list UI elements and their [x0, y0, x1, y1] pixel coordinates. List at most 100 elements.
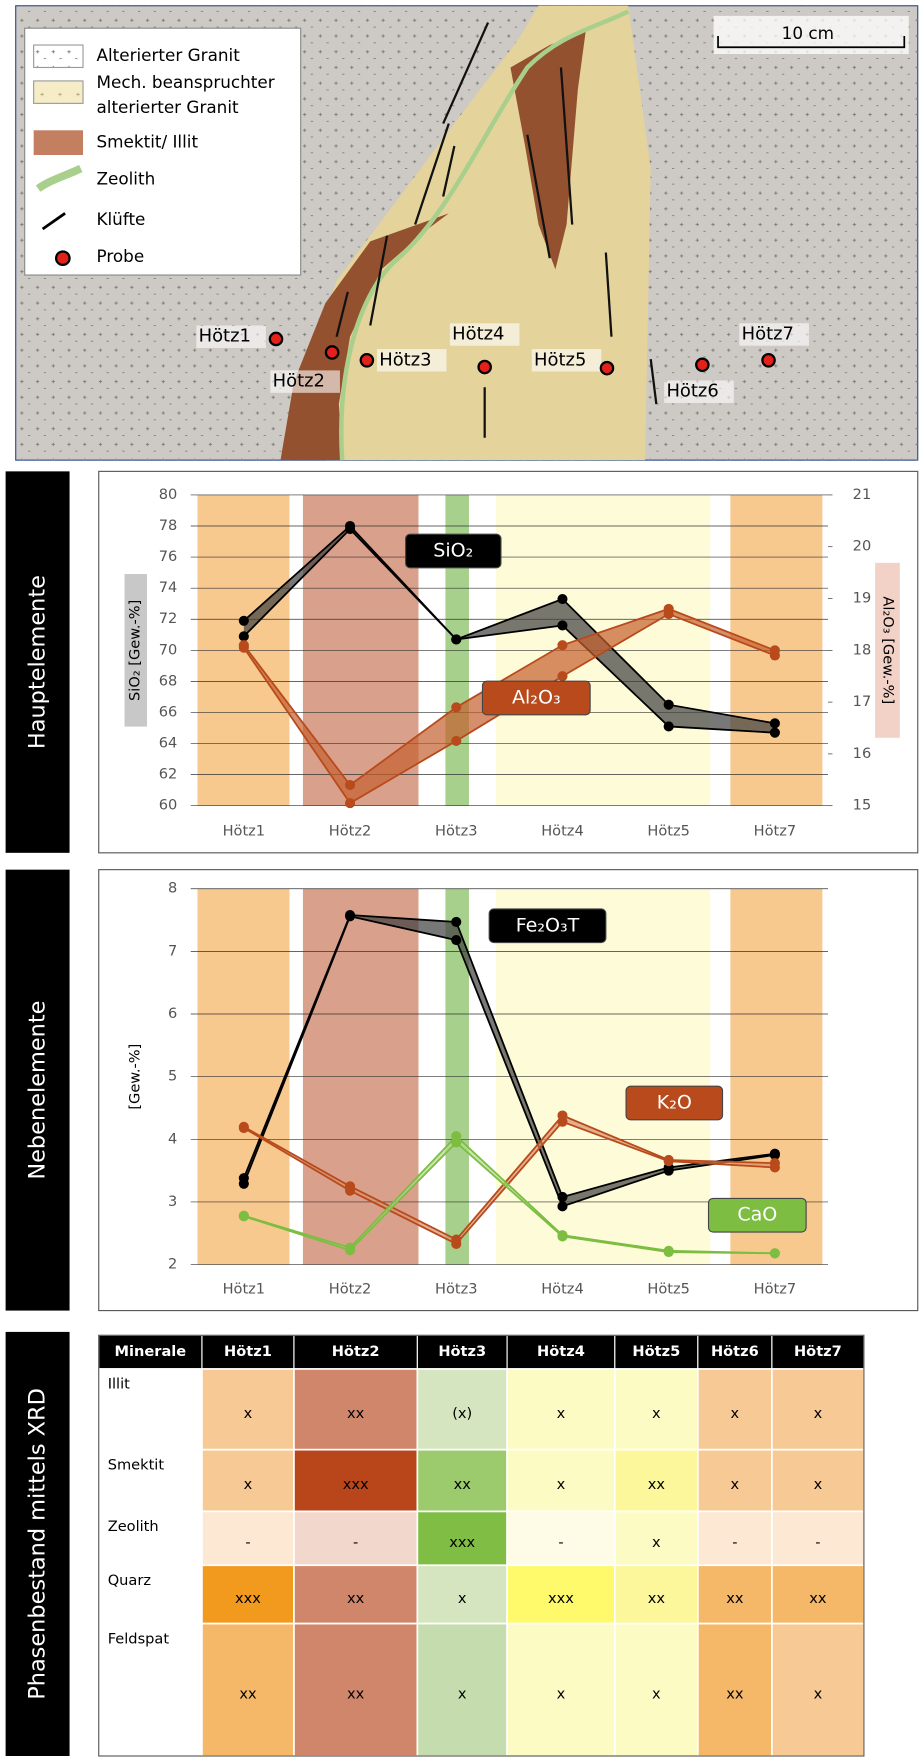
data-point — [769, 718, 780, 729]
y2-tick-label: 18 — [853, 641, 872, 658]
table-cell — [416, 1622, 508, 1757]
table-cell — [97, 1622, 203, 1757]
y-tick-label: 72 — [159, 610, 178, 627]
y2-label: Al₂O₃ [Gew.-%] — [879, 596, 896, 704]
sample-label: Hötz3 — [379, 349, 431, 370]
data-point — [238, 1211, 249, 1222]
y-tick-label: 76 — [159, 548, 178, 565]
table-value: xx — [347, 1590, 365, 1607]
series-label: K₂O — [657, 1092, 692, 1114]
scale-label: 10 cm — [782, 23, 834, 43]
x-tick-label: Hötz2 — [329, 823, 372, 840]
y-tick-label: 64 — [159, 735, 178, 752]
table-header: Hötz3 — [438, 1343, 486, 1360]
table-cell — [416, 1564, 508, 1625]
side-label: Hauptelemente — [25, 575, 51, 749]
sample-point — [599, 360, 615, 376]
y-tick-label: 8 — [168, 880, 177, 897]
table-value: - — [245, 1534, 250, 1551]
series-label-box — [405, 533, 502, 569]
table-header-cell — [293, 1334, 418, 1370]
scale-bar — [717, 36, 906, 49]
data-point — [663, 609, 674, 620]
table-value: xx — [809, 1590, 827, 1607]
legend-swatch — [33, 80, 84, 104]
table-header-cell — [416, 1334, 508, 1370]
y-tick-label: 74 — [159, 579, 178, 596]
y2-tick-label: 15 — [853, 797, 872, 814]
table-value: x — [244, 1476, 253, 1493]
sample-point — [695, 357, 710, 373]
table-value: x — [244, 1405, 253, 1422]
series-line — [243, 1114, 775, 1241]
side-label: Nebenelemente — [25, 1001, 51, 1180]
y2-tick-label: 16 — [853, 745, 872, 762]
y-tick-label: 80 — [159, 486, 178, 503]
table-value: xx — [347, 1405, 365, 1422]
table-cell — [416, 1368, 508, 1451]
table-cell — [293, 1564, 419, 1625]
series-line — [243, 1120, 775, 1246]
sample-label-bg — [449, 323, 520, 346]
table-header: Hötz6 — [711, 1343, 759, 1360]
table-value: xx — [347, 1685, 365, 1702]
y-label: [Gew.-%] — [127, 1044, 144, 1110]
table-value: - — [353, 1534, 358, 1551]
data-point — [557, 640, 568, 651]
y-tick-label: 5 — [168, 1068, 177, 1085]
table-value: xx — [239, 1685, 257, 1702]
data-point — [451, 935, 462, 946]
y-label: SiO₂ [Gew.-%] — [127, 600, 144, 701]
table-cell — [201, 1564, 295, 1625]
data-point — [557, 1116, 568, 1127]
legend-label: Klüfte — [96, 209, 145, 229]
y-tick-label: 60 — [159, 797, 178, 814]
table-cell — [613, 1448, 699, 1513]
series-line — [243, 1134, 775, 1255]
y-tick-label: 68 — [159, 672, 178, 689]
sample-label: Hötz7 — [742, 323, 794, 344]
sample-label: Hötz1 — [199, 326, 251, 347]
series-band — [243, 1115, 775, 1244]
data-point — [663, 699, 674, 710]
y-tick-label: 6 — [168, 1005, 177, 1022]
x-tick-label: Hötz2 — [329, 1280, 372, 1297]
table-header-cell — [98, 1334, 203, 1370]
row-label: Smektit — [108, 1456, 165, 1473]
side-label-bg — [5, 869, 70, 1311]
data-point — [557, 671, 568, 682]
table-value: xx — [648, 1476, 666, 1493]
data-point — [663, 1156, 674, 1167]
sample-label-bg — [196, 325, 266, 348]
data-point — [345, 1245, 356, 1256]
table-value: (x) — [452, 1405, 472, 1422]
y-tick-label: 4 — [168, 1130, 177, 1147]
series-line — [243, 915, 776, 1208]
table-header: Hötz4 — [537, 1343, 585, 1360]
data-point — [769, 1248, 780, 1259]
data-point — [769, 1162, 780, 1173]
x-tick-label: Hötz5 — [647, 1280, 690, 1297]
table-header: Hötz7 — [794, 1343, 842, 1360]
x-tick-label: Hötz7 — [754, 823, 797, 840]
table-header-cell — [506, 1334, 616, 1370]
y2-tick-label: 20 — [853, 538, 872, 555]
table-value: xxx — [548, 1590, 574, 1607]
x-tick-label: Hötz1 — [223, 823, 266, 840]
data-point — [345, 911, 356, 922]
series-label-box — [481, 680, 591, 716]
sample-point — [359, 353, 375, 368]
x-tick-label: Hötz3 — [435, 823, 478, 840]
y-tick-label: 78 — [159, 517, 178, 534]
data-point — [557, 593, 568, 605]
data-point — [345, 1185, 356, 1196]
legend-label: Mech. beanspruchter — [96, 72, 274, 92]
table-cell — [506, 1622, 616, 1757]
sample-label: Hötz6 — [666, 381, 718, 402]
data-point — [663, 1165, 674, 1176]
sample-label: Hötz4 — [452, 323, 504, 344]
table-value: xx — [454, 1476, 472, 1493]
table-value: xx — [726, 1590, 744, 1607]
table-cell — [613, 1622, 699, 1757]
